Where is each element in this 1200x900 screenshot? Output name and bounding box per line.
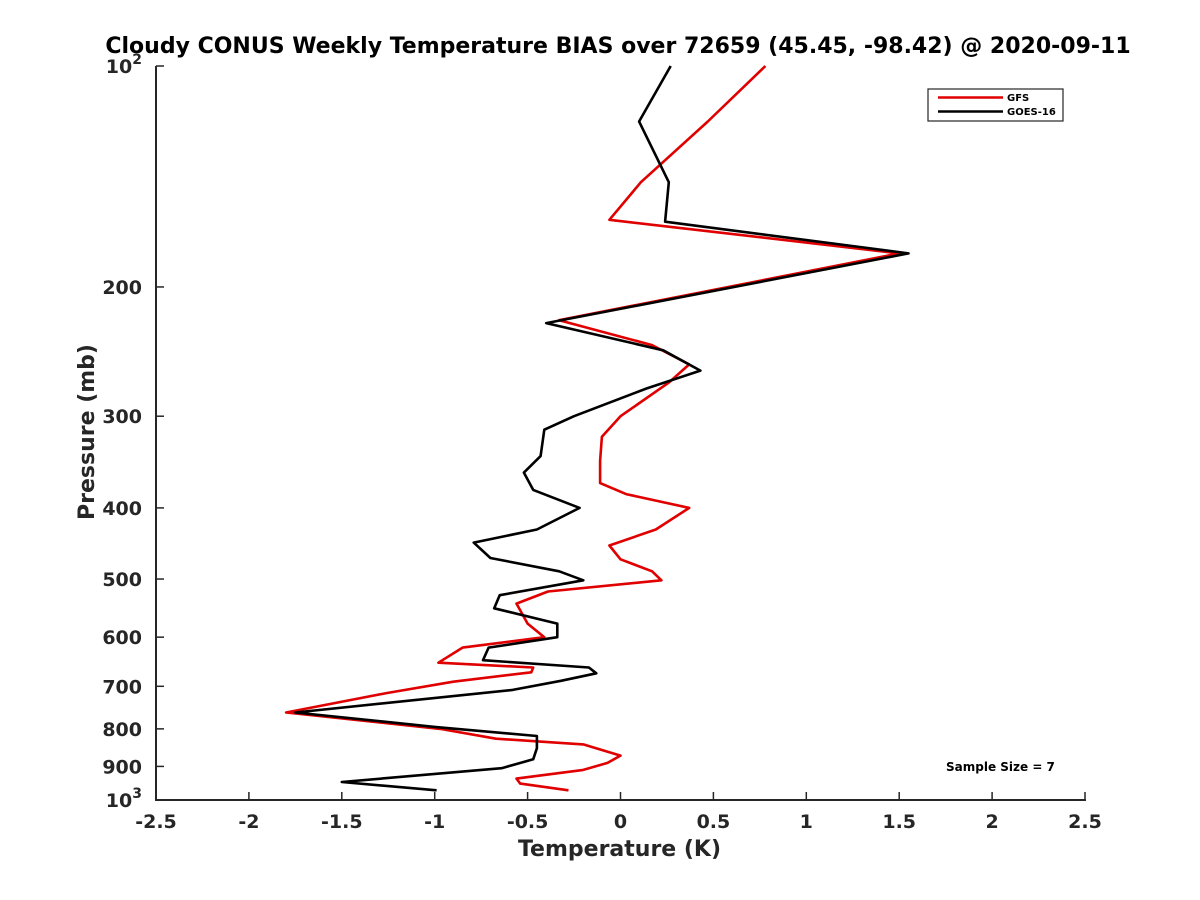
y-tick-label: 103 (106, 786, 142, 812)
legend: GFS GOES-16 (927, 88, 1064, 122)
y-tick-label: 102 (106, 52, 142, 78)
x-tick-label: 1.5 (882, 811, 916, 833)
x-tick-label: 0 (614, 811, 627, 833)
sample-size-annotation: Sample Size = 7 (946, 760, 1055, 774)
x-axis-label: Temperature (K) (518, 837, 721, 862)
axis-ticks: -2.5 -2 -1.5 -1 -0.5 0 0.5 1 1.5 2 2.5 102 200 300 400… (102, 52, 1102, 833)
x-tick-label: -0.5 (507, 811, 549, 833)
legend-label-gfs: GFS (1007, 93, 1029, 104)
x-tick-label: -1.5 (321, 811, 363, 833)
x-tick-label: 1 (800, 811, 813, 833)
y-tick-label: 800 (102, 719, 142, 741)
y-tick-label: 600 (102, 627, 142, 649)
x-tick-label: 2.5 (1068, 811, 1102, 833)
x-tick-label: 2 (985, 811, 998, 833)
chart-title: Cloudy CONUS Weekly Temperature BIAS ove… (105, 34, 1130, 59)
legend-label-goes16: GOES-16 (1007, 107, 1056, 118)
y-axis-label: Pressure (mb) (75, 344, 100, 520)
series-line-gfs (284, 65, 901, 792)
x-tick-label: -2 (238, 811, 259, 833)
y-axis-line (155, 66, 157, 800)
y-tick-label: 300 (102, 406, 142, 428)
y-tick-label: 900 (102, 756, 142, 778)
y-tick-label: 700 (102, 676, 142, 698)
series-line-goes-16 (294, 65, 910, 792)
x-tick-label: -2.5 (135, 811, 177, 833)
legend-box (927, 88, 1064, 122)
x-tick-label: -1 (424, 811, 445, 833)
plot-area (284, 65, 910, 792)
y-tick-label: 500 (102, 569, 142, 591)
y-tick-label: 200 (102, 277, 142, 299)
x-tick-label: 0.5 (697, 811, 731, 833)
y-tick-label: 400 (102, 498, 142, 520)
